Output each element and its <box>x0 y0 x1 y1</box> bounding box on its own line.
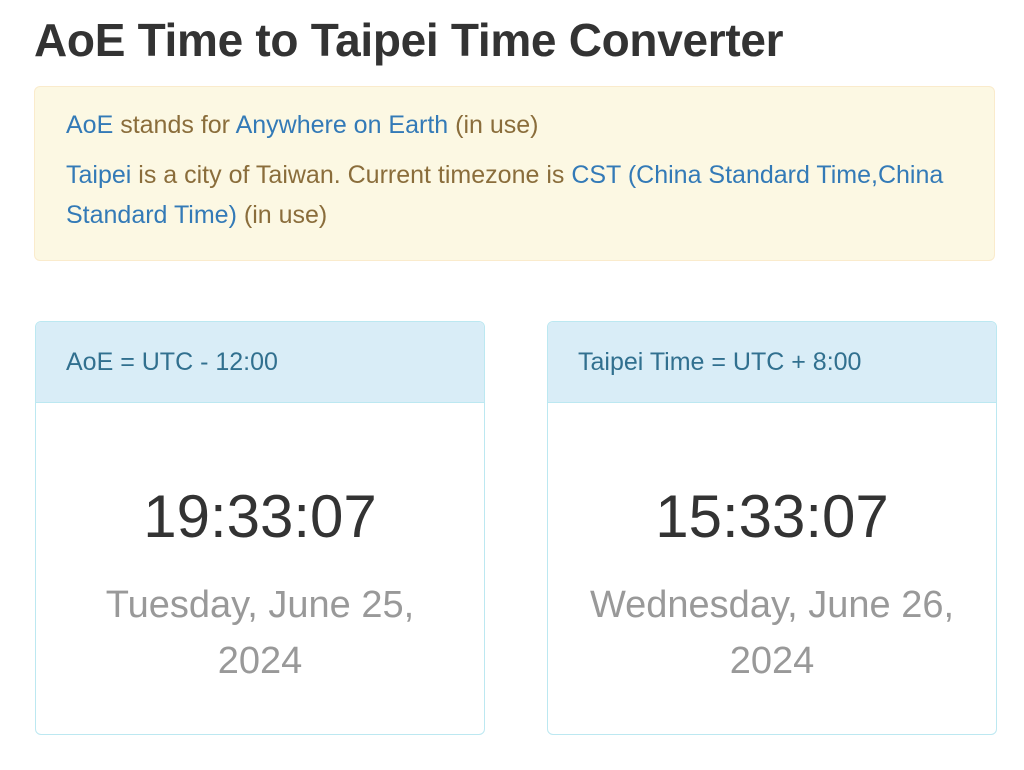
info-alert: AoE stands for Anywhere on Earth (in use… <box>34 86 995 261</box>
in-use-text: (in use) <box>236 201 328 229</box>
taipei-time-panel: Taipei Time = UTC + 8:00 15:33:07 Wednes… <box>547 321 997 735</box>
clock-time: 15:33:07 <box>655 483 889 550</box>
taipei-link[interactable]: Taipei <box>66 161 132 189</box>
in-use-text: (in use) <box>448 111 539 139</box>
panel-body: 15:33:07 Wednesday, June 26, 2024 <box>548 487 996 689</box>
clock-date: Wednesday, June 26, 2024 <box>589 584 955 682</box>
aoe-time-panel: AoE = UTC - 12:00 19:33:07 Tuesday, June… <box>35 321 485 735</box>
clock-date: Tuesday, June 25, 2024 <box>105 584 415 682</box>
info-text: stands for <box>113 111 236 139</box>
panel-body: 19:33:07 Tuesday, June 25, 2024 <box>36 487 484 689</box>
info-line-aoe: AoE stands for Anywhere on Earth (in use… <box>66 105 994 145</box>
cst-timezone-link[interactable]: CST (China Standard Time,China Standard … <box>66 161 944 229</box>
aoe-link[interactable]: AoE <box>66 111 114 139</box>
panel-heading: Taipei Time = UTC + 8:00 <box>548 322 996 403</box>
anywhere-on-earth-link[interactable]: Anywhere on Earth <box>235 111 449 139</box>
info-line-taipei: Taipei is a city of Taiwan. Current time… <box>66 155 994 235</box>
panel-heading: AoE = UTC - 12:00 <box>36 322 484 403</box>
page-title: AoE Time to Taipei Time Converter <box>34 14 784 66</box>
info-text: is a city of Taiwan. Current timezone is <box>131 161 572 189</box>
clock-time: 19:33:07 <box>143 483 377 550</box>
